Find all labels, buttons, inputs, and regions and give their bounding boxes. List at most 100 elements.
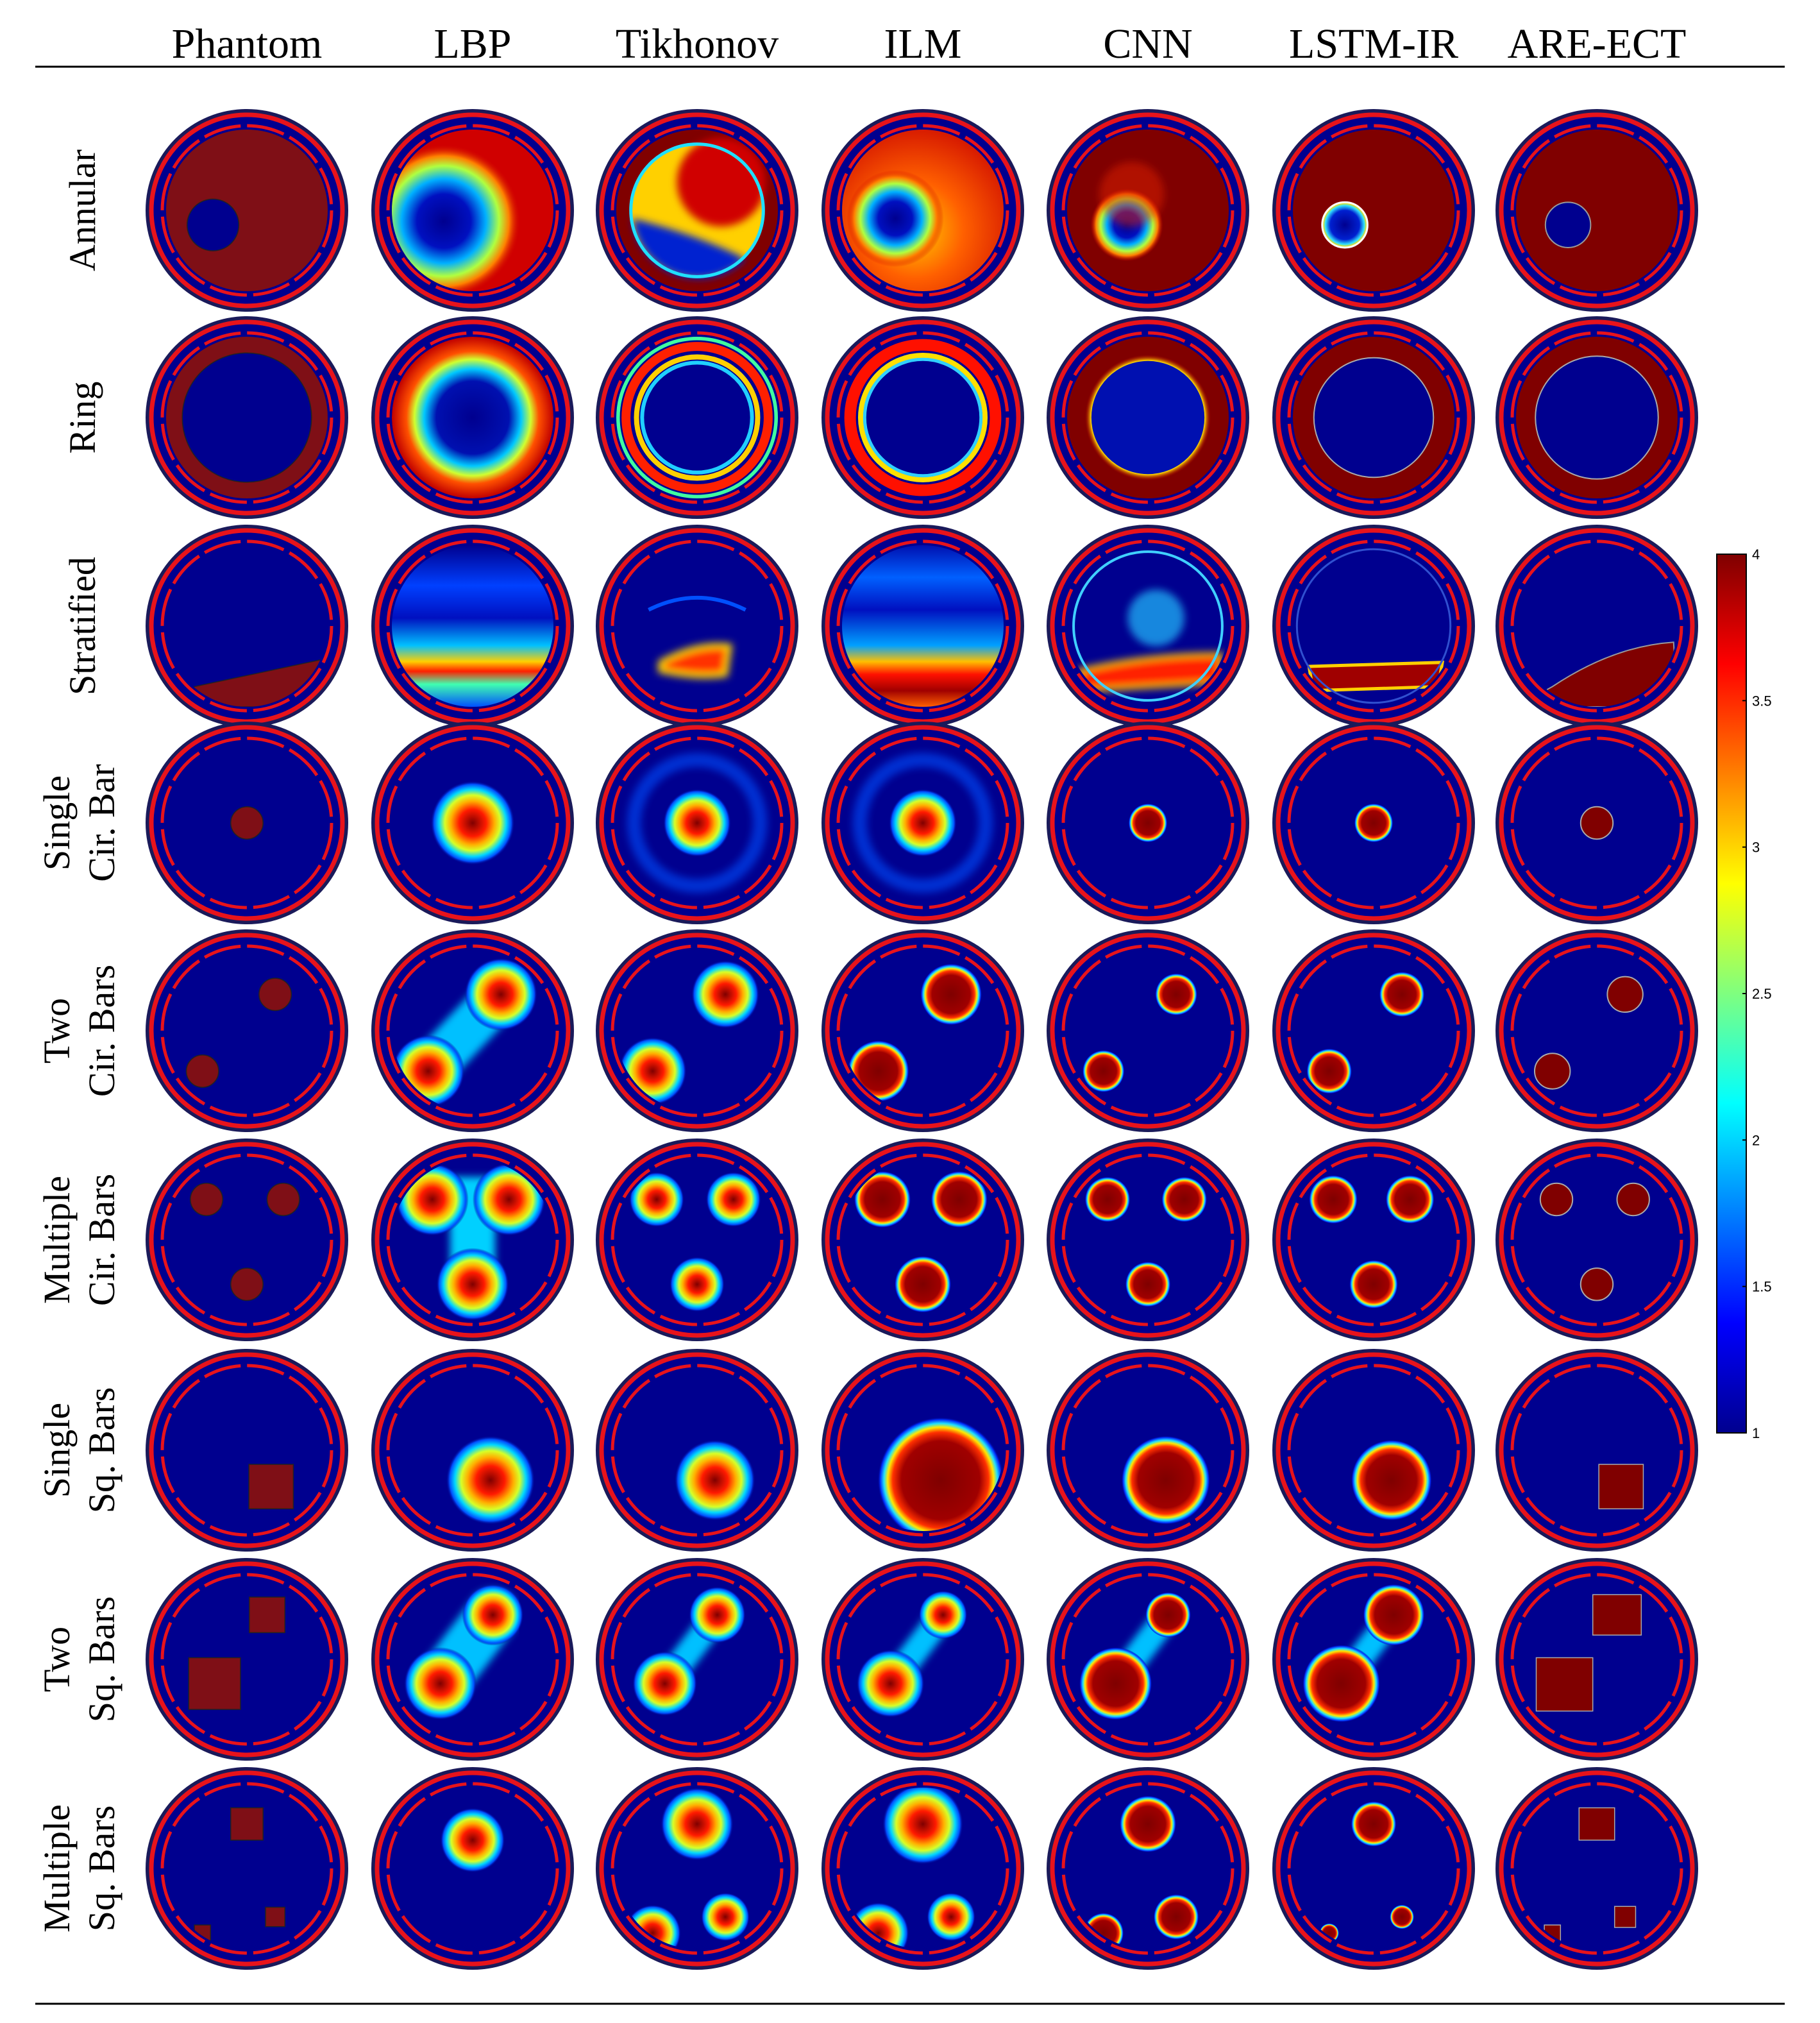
object-blob (894, 1256, 952, 1313)
electrode-ring (1061, 331, 1234, 504)
sensor-ring (825, 112, 1021, 309)
electrode-ring (611, 1573, 784, 1746)
object-blob (856, 1649, 925, 1718)
object-blob (1306, 1048, 1352, 1094)
object-blob (918, 1590, 968, 1639)
tomogram (1067, 1579, 1229, 1740)
electrode-ring (1287, 944, 1460, 1117)
sensor-ring (375, 1561, 571, 1757)
electrode-ring (836, 1573, 1009, 1746)
sensor-ring (375, 725, 571, 921)
column-header: ARE-ECT (1508, 21, 1687, 67)
object-blob (882, 1788, 963, 1865)
electrode-ring (611, 1364, 784, 1537)
electrode-ring (160, 1364, 333, 1537)
column-header: ILM (884, 21, 962, 67)
sensor-ring (1276, 319, 1472, 516)
cell-two-sq-lstm-ir (1272, 1558, 1475, 1761)
tomogram (842, 130, 1004, 291)
cell-multi-cir-lbp (371, 1138, 574, 1341)
sensor-ring (1050, 1561, 1246, 1757)
cell-two-sq-tikhonov (596, 1558, 798, 1761)
object (258, 978, 292, 1012)
tomogram (842, 1369, 1004, 1531)
tomogram (1067, 545, 1229, 707)
electrode-ring (386, 124, 559, 297)
row-label-line: Sq. Bars (81, 1387, 122, 1514)
electrode-ring (160, 736, 333, 910)
electrode-ring (611, 539, 784, 713)
cell-annular-ilm (822, 109, 1024, 312)
cell-multi-cir-lstm-ir (1272, 1138, 1475, 1341)
tomogram (1516, 950, 1678, 1112)
row-label-multi-sq: Multiple Sq. Bars (36, 1804, 122, 1933)
tomogram (1293, 130, 1454, 291)
sensor-ring (599, 933, 795, 1129)
tomogram (842, 742, 1004, 904)
object (1535, 1657, 1594, 1712)
tomogram (616, 1369, 778, 1531)
electrode-ring (611, 736, 784, 910)
sensor-ring (599, 1561, 795, 1757)
tomogram (1516, 130, 1678, 291)
tomogram (1293, 950, 1454, 1112)
object (266, 1183, 300, 1216)
cell-ring-cnn (1047, 316, 1249, 519)
object-blob (1351, 1439, 1432, 1521)
tomogram (842, 1579, 1004, 1740)
sensor-ring (149, 1352, 345, 1548)
object-blob (629, 1172, 684, 1227)
colorbar-tick-label: 3 (1752, 840, 1760, 856)
tomogram (392, 545, 553, 707)
electrode-ring (611, 1782, 784, 1955)
tomogram (616, 742, 778, 904)
electrode-ring (160, 1573, 333, 1746)
object-blob (663, 789, 731, 857)
sensor-ring (1499, 933, 1695, 1129)
electrode-ring (1510, 1782, 1683, 1955)
object-blob (1302, 1645, 1381, 1723)
object-blob (1125, 1262, 1171, 1307)
colorbar-scale (1716, 554, 1747, 1434)
tomogram (1516, 1159, 1678, 1321)
sensor-ring (1050, 933, 1246, 1129)
object-blob (440, 1807, 505, 1873)
electrode-ring (1287, 1364, 1460, 1537)
column-header: Phantom (172, 21, 323, 67)
object-blob (464, 958, 537, 1031)
colorbar-tick-label: 3.5 (1752, 693, 1772, 709)
object-blob (691, 960, 760, 1029)
tomogram (1516, 545, 1678, 707)
object (1580, 1267, 1614, 1301)
electrode-ring (1510, 1153, 1683, 1326)
tomogram (1067, 950, 1229, 1112)
tomogram (842, 1159, 1004, 1321)
sensor-ring (825, 1352, 1021, 1548)
tomogram (166, 742, 328, 904)
electrode-ring (160, 1153, 333, 1326)
electrode-ring (836, 539, 1009, 713)
tomogram (166, 545, 328, 707)
object-blob (430, 781, 515, 865)
sensor-ring (375, 112, 571, 309)
cell-ring-phantom (146, 316, 348, 519)
electrode-ring (1287, 124, 1460, 297)
object-blob (701, 1892, 750, 1942)
row-label-line: Single (36, 775, 78, 870)
column-header: CNN (1103, 21, 1192, 67)
cell-multi-sq-are-ect (1496, 1767, 1698, 1970)
sensor-ring (1276, 1352, 1472, 1548)
sensor-ring (1050, 1142, 1246, 1338)
object-blob (446, 1435, 535, 1525)
cell-multi-sq-lbp (371, 1767, 574, 1970)
sensor-ring (1499, 1352, 1695, 1548)
object-blob (1155, 973, 1197, 1016)
cell-two-sq-are-ect (1496, 1558, 1698, 1761)
sensor-ring (1499, 1142, 1695, 1338)
sensor-ring (375, 1142, 571, 1338)
object (1580, 806, 1614, 840)
cell-annular-phantom (146, 109, 348, 312)
object-blob (920, 963, 982, 1026)
tomogram (1293, 1579, 1454, 1740)
